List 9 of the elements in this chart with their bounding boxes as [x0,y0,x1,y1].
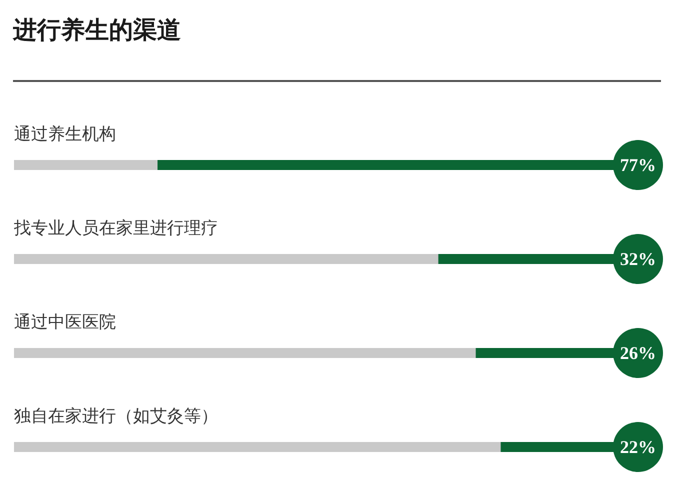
y-tick-label: 独自在家进行（如艾灸等） [14,406,218,426]
data-label: 32% [620,249,656,269]
y-tick-label: 找专业人员在家里进行理疗 [13,218,218,238]
chart-title: 进行养生的渠道 [13,15,181,46]
data-label: 26% [620,343,656,363]
y-tick-label: 通过中医医院 [14,312,116,332]
data-label: 22% [620,437,656,457]
data-label: 77% [620,155,656,175]
y-tick-label: 通过养生机构 [14,124,116,144]
